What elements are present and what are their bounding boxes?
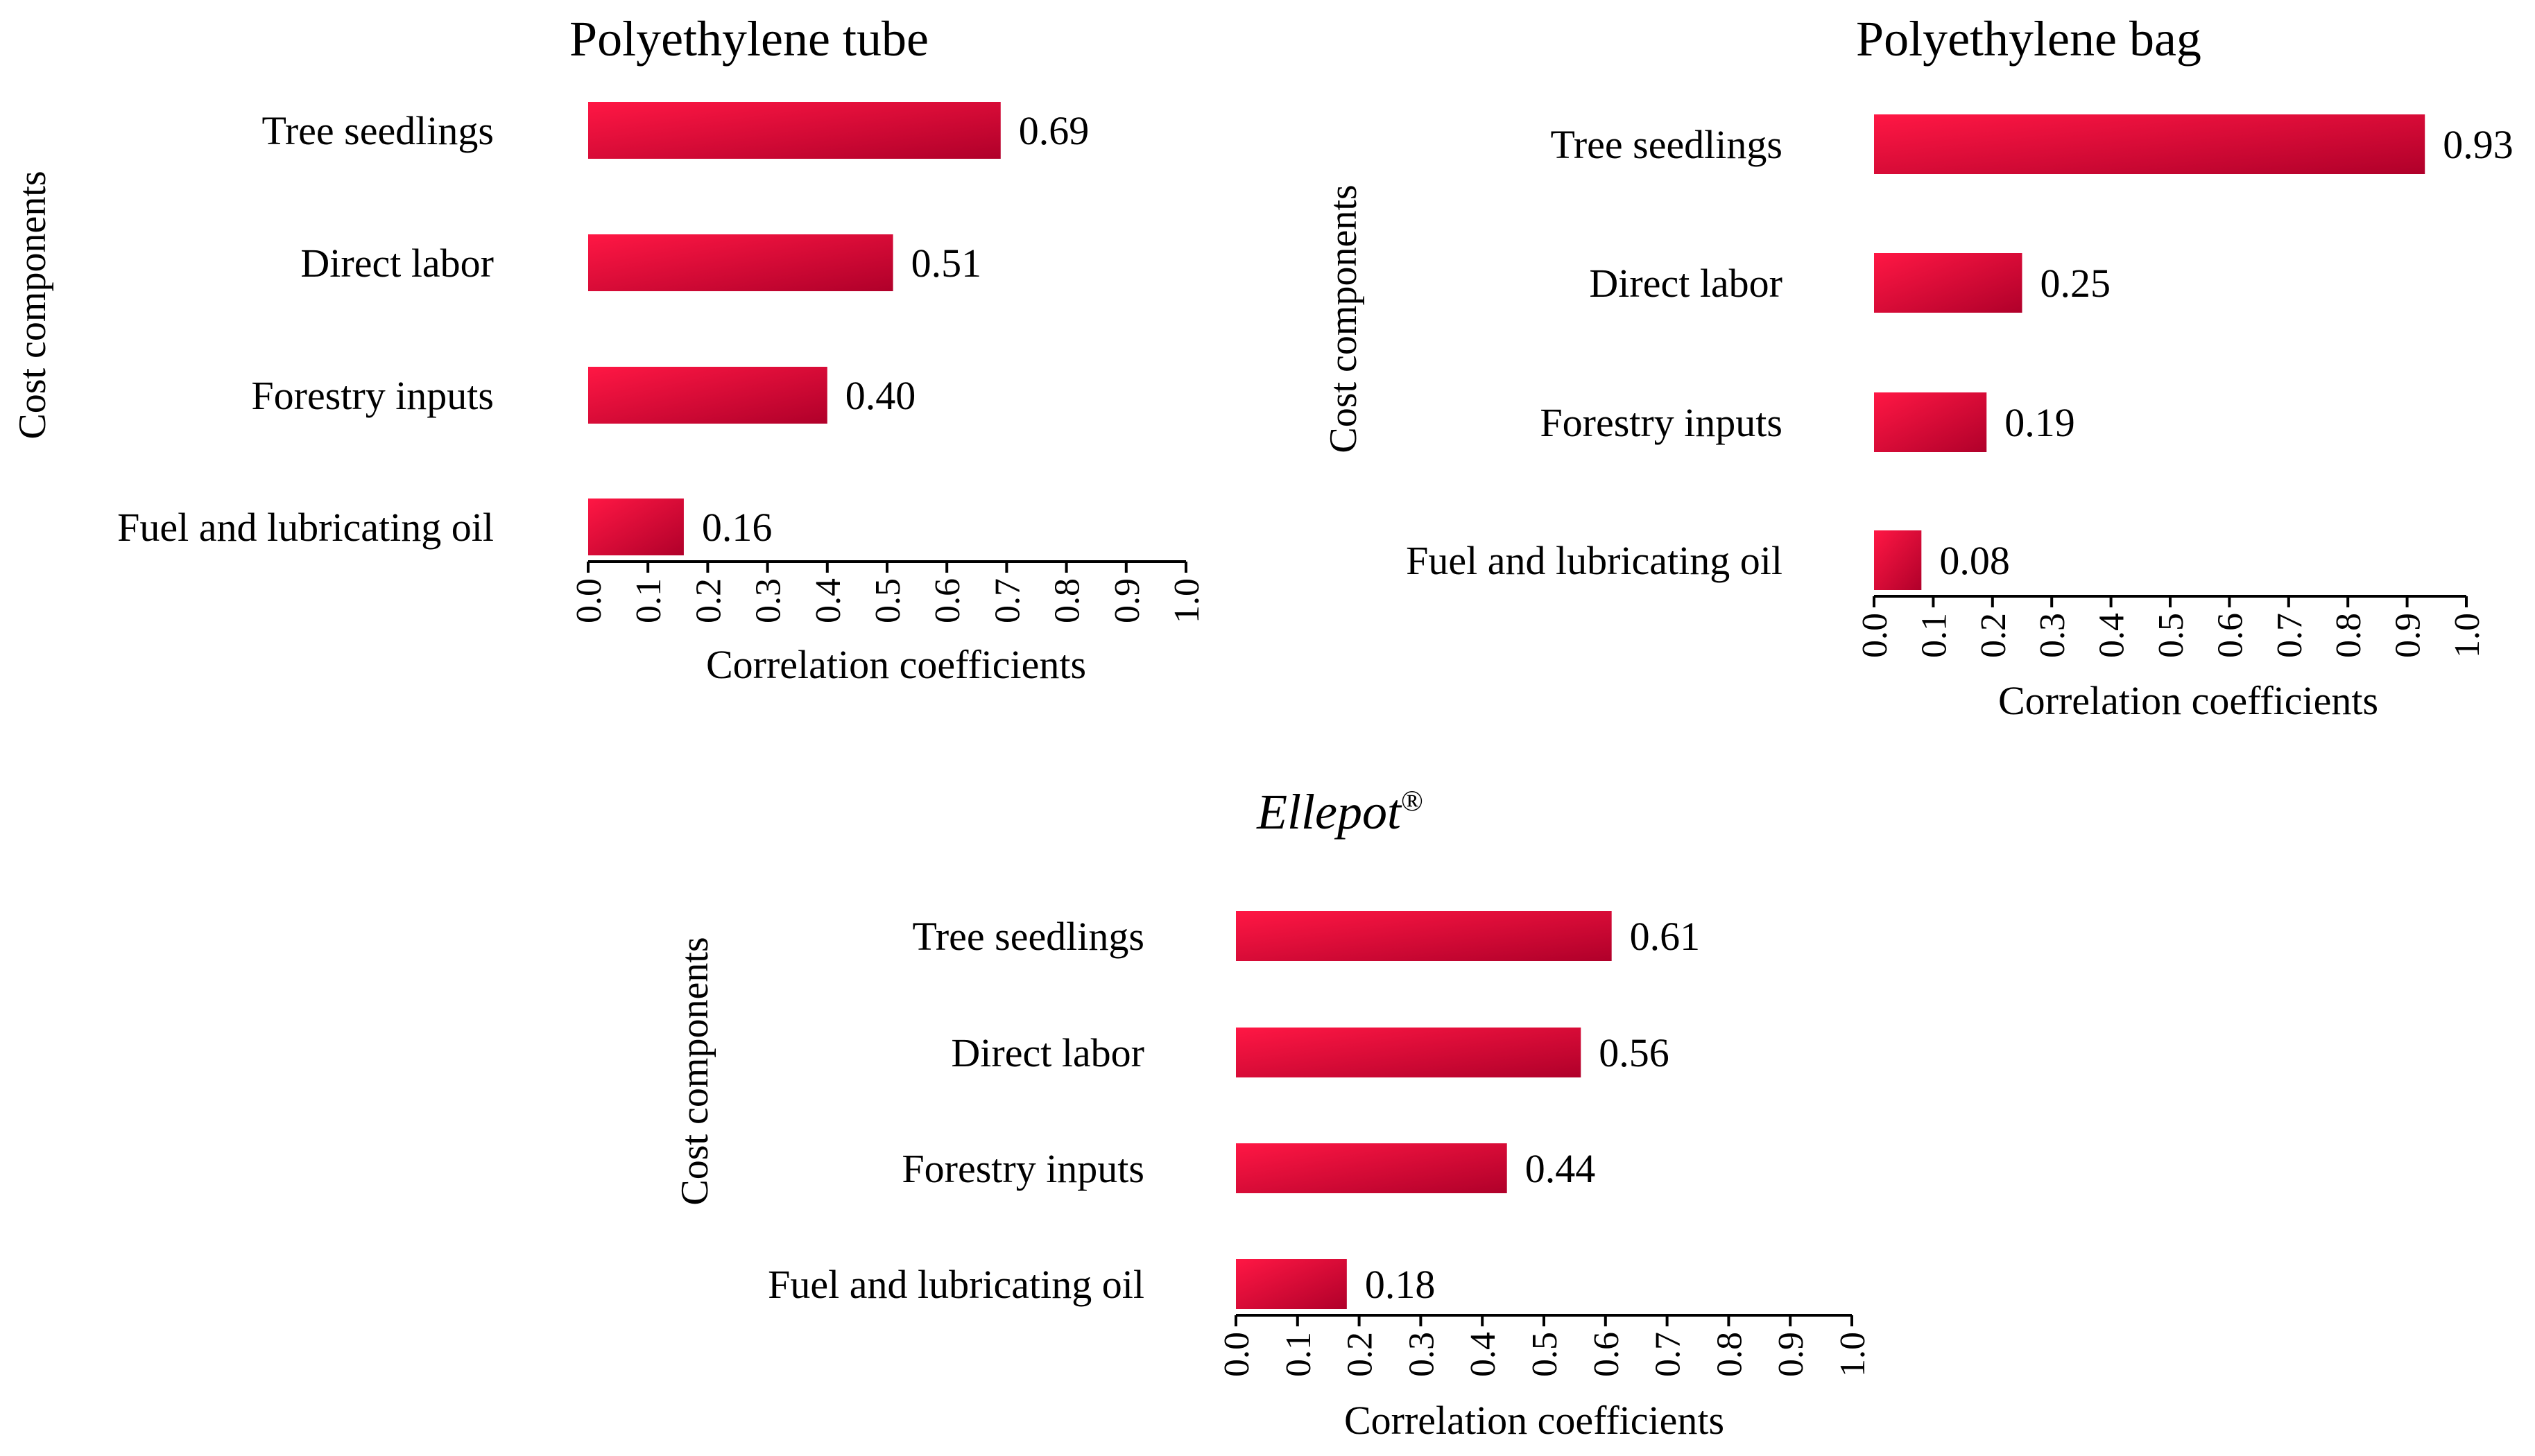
x-tick-label: 0.5: [1525, 1332, 1565, 1377]
category-label: Forestry inputs: [902, 1146, 1144, 1191]
bar: [588, 102, 1001, 159]
chart-title: Polyethylene tube: [569, 11, 929, 67]
data-label: 0.51: [911, 241, 982, 286]
y-axis-label: Cost components: [11, 171, 54, 439]
category-label: Tree seedlings: [261, 108, 494, 153]
bar: [588, 367, 827, 424]
x-tick-label: 0.3: [1402, 1332, 1441, 1377]
bar: [1874, 114, 2425, 174]
data-label: 0.16: [702, 505, 772, 550]
x-tick-label: 0.3: [749, 578, 789, 623]
x-tick-label: 0.2: [1974, 613, 2013, 658]
category-label: Tree seedlings: [912, 914, 1144, 959]
x-axis-label: Correlation coefficients: [1998, 678, 2378, 723]
chart-panel-1: Polyethylene tube Cost components Tree see…: [11, 11, 1207, 687]
data-label: 0.56: [1599, 1030, 1669, 1075]
x-tick-label: 0.7: [1649, 1332, 1688, 1377]
x-tick-label: 0.5: [868, 578, 908, 623]
x-tick-label: 0.0: [1217, 1332, 1257, 1377]
x-tick-label: 0.9: [2389, 613, 2428, 658]
bar: [1236, 911, 1612, 961]
x-tick-label: 0.6: [2210, 613, 2250, 658]
x-tick-label: 0.2: [689, 578, 728, 623]
x-tick-label: 0.4: [2093, 613, 2132, 658]
x-tick-label: 0.7: [2270, 613, 2310, 658]
y-axis-label: Cost components: [1322, 184, 1365, 453]
bar: [1236, 1028, 1581, 1077]
x-tick-label: 0.9: [1108, 578, 1147, 623]
x-tick-label: 0.1: [1279, 1332, 1318, 1377]
bar: [1874, 392, 1987, 452]
data-label: 0.93: [2443, 122, 2513, 167]
category-label: Direct labor: [300, 241, 494, 286]
data-label: 0.44: [1525, 1146, 1596, 1191]
bar: [1874, 253, 2022, 313]
chart-title: Ellepot®: [1256, 784, 1423, 840]
bar: [1236, 1259, 1347, 1309]
category-label: Fuel and lubricating oil: [1406, 538, 1782, 583]
x-tick-label: 0.1: [1914, 613, 1954, 658]
bar: [588, 234, 893, 291]
x-tick-label: 0.0: [569, 578, 609, 623]
data-label: 0.69: [1019, 108, 1090, 153]
category-label: Direct labor: [951, 1030, 1144, 1075]
x-tick-label: 1.0: [1167, 578, 1207, 623]
x-tick-label: 0.8: [1048, 578, 1088, 623]
title-superscript: ®: [1401, 786, 1423, 817]
data-label: 0.18: [1365, 1262, 1435, 1307]
x-tick-label: 1.0: [1833, 1332, 1873, 1377]
x-tick-label: 0.7: [988, 578, 1027, 623]
x-tick-label: 1.0: [2448, 613, 2487, 658]
x-tick-label: 0.4: [809, 578, 848, 623]
data-label: 0.08: [1939, 538, 2010, 583]
data-label: 0.40: [845, 373, 916, 418]
category-label: Direct labor: [1589, 261, 1782, 306]
category-label: Forestry inputs: [1540, 400, 1782, 445]
x-tick-label: 0.6: [928, 578, 968, 623]
chart-title: Polyethylene bag: [1856, 11, 2201, 67]
x-axis-label: Correlation coefficients: [1344, 1398, 1724, 1443]
chart-panel-3: Ellepot® Cost components Tree seedlings 0.6…: [673, 784, 1873, 1443]
x-tick-label: 0.8: [1710, 1332, 1749, 1377]
x-tick-label: 0.4: [1463, 1332, 1503, 1377]
x-tick-label: 0.9: [1771, 1332, 1811, 1377]
y-axis-label: Cost components: [673, 937, 716, 1205]
x-tick-label: 0.0: [1855, 613, 1895, 658]
bar: [1236, 1143, 1507, 1193]
category-label: Fuel and lubricating oil: [117, 505, 494, 550]
category-label: Tree seedlings: [1550, 122, 1782, 167]
x-tick-label: 0.6: [1587, 1332, 1626, 1377]
chart-panel-2: Polyethylene bag Cost components Tree seed…: [1322, 11, 2513, 723]
data-label: 0.61: [1630, 914, 1701, 959]
x-tick-label: 0.1: [629, 578, 669, 623]
x-axis-label: Correlation coefficients: [706, 642, 1086, 687]
bar: [588, 499, 684, 555]
data-label: 0.19: [2004, 400, 2075, 445]
data-label: 0.25: [2040, 261, 2111, 306]
category-label: Forestry inputs: [251, 373, 494, 418]
x-tick-label: 0.3: [2033, 613, 2072, 658]
category-label: Fuel and lubricating oil: [768, 1262, 1144, 1307]
x-tick-label: 0.5: [2151, 613, 2191, 658]
bar: [1874, 530, 1922, 590]
x-tick-label: 0.2: [1341, 1332, 1380, 1377]
x-tick-label: 0.8: [2329, 613, 2369, 658]
